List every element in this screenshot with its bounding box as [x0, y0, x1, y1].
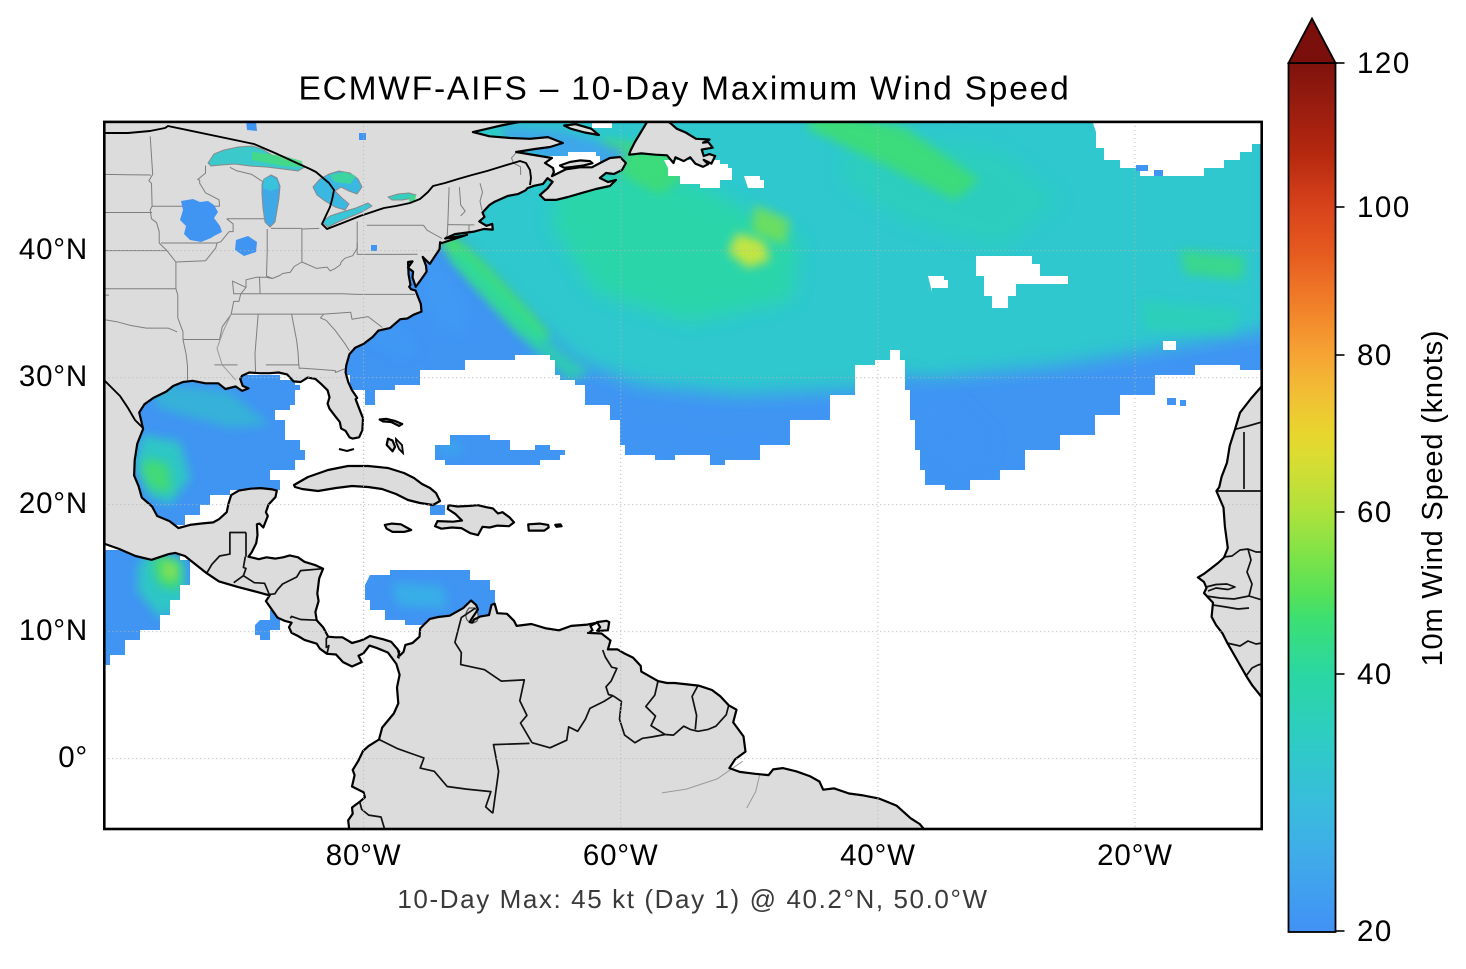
svg-text:10-Day Max: 45 kt (Day 1) @ 40: 10-Day Max: 45 kt (Day 1) @ 40.2°N, 50.0… [397, 884, 988, 914]
svg-text:20°N: 20°N [19, 487, 88, 520]
svg-text:ECMWF-AIFS – 10-Day Maximum Wi: ECMWF-AIFS – 10-Day Maximum Wind Speed [298, 71, 1070, 108]
svg-text:10°N: 10°N [19, 614, 88, 647]
svg-text:100: 100 [1357, 191, 1411, 224]
svg-text:20: 20 [1357, 915, 1393, 948]
svg-text:40°W: 40°W [840, 839, 916, 872]
svg-text:60°W: 60°W [583, 839, 659, 872]
svg-text:20°W: 20°W [1097, 839, 1173, 872]
svg-text:30°N: 30°N [19, 360, 88, 393]
svg-text:0°: 0° [58, 741, 88, 774]
svg-text:120: 120 [1357, 47, 1411, 80]
svg-text:80°W: 80°W [326, 839, 402, 872]
svg-text:80: 80 [1357, 339, 1393, 372]
svg-text:10m Wind Speed (knots): 10m Wind Speed (knots) [1417, 330, 1449, 667]
svg-text:60: 60 [1357, 496, 1393, 529]
svg-text:40°N: 40°N [19, 233, 88, 266]
svg-text:40: 40 [1357, 658, 1393, 691]
